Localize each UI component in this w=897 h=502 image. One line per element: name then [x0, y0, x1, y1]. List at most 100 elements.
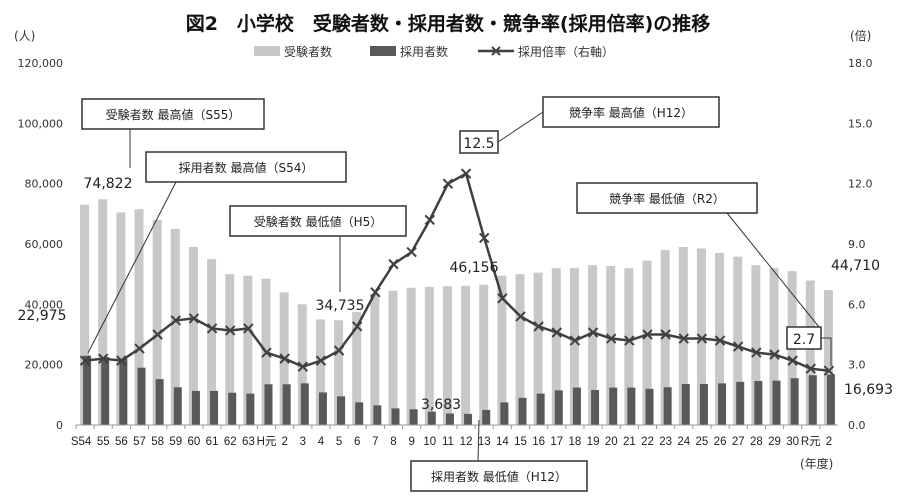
bar-hires [373, 405, 382, 425]
data-label: 44,710 [831, 258, 880, 274]
bar-applicants [515, 274, 525, 425]
rate-point [533, 321, 544, 332]
x-tick-label: 20 [605, 436, 618, 448]
rate-point [751, 347, 762, 358]
bar-hires [772, 380, 781, 425]
rate-point [297, 361, 308, 372]
rate-point [261, 347, 272, 358]
x-tick-label: 62 [224, 436, 237, 448]
rate-point [98, 353, 109, 364]
rate-point [569, 335, 581, 346]
rate-point [678, 333, 689, 344]
x-tick-label: S54 [71, 436, 92, 448]
bar-hires [790, 378, 799, 425]
x-tick-label: 17 [550, 436, 563, 448]
x-tick-label: 19 [587, 436, 600, 448]
x-tick-label: 5 [336, 436, 342, 448]
rate-point [206, 323, 218, 334]
x-tick-label: 10 [423, 436, 436, 448]
rate-point [587, 327, 599, 338]
data-label-min-rate: 2.7 [793, 332, 815, 348]
left-axis-unit: (人) [14, 29, 35, 43]
rate-point [479, 232, 490, 244]
rate-point [497, 293, 508, 304]
x-tick-label: 30 [786, 436, 799, 448]
bar-hires [391, 408, 400, 425]
x-tick-label: 60 [188, 436, 201, 448]
rate-point [442, 178, 454, 189]
bar-applicants [116, 212, 126, 425]
legend: 受験者数 採用者数 採用倍率（右軸） [254, 44, 614, 59]
rate-point [243, 323, 254, 334]
bar-applicants [805, 280, 815, 425]
right-tick-label: 9.0 [848, 238, 866, 251]
bar-applicants [170, 228, 180, 425]
bar-hires [536, 393, 545, 425]
left-tick-label: 120,000 [18, 57, 64, 70]
annotation-text: 受験者数 最低値（H5） [254, 214, 382, 229]
x-tick-label: 58 [151, 436, 164, 448]
bar-applicants [551, 268, 561, 425]
bar-hires [173, 387, 182, 425]
x-tick-label: 55 [97, 436, 110, 448]
bar-applicants [152, 219, 162, 425]
bar-applicants [588, 265, 598, 425]
rate-point [823, 365, 835, 376]
bar-hires [228, 392, 237, 425]
legend-label-rate: 採用倍率（右軸） [518, 44, 614, 59]
annotation-box [410, 460, 588, 492]
bar-hires [264, 384, 273, 425]
x-tick-label: 2 [826, 436, 832, 448]
x-tick-label: 2 [281, 436, 287, 448]
bar-hires [337, 396, 346, 425]
bar-hires [155, 379, 164, 425]
annotation-leader [821, 337, 832, 366]
rate-point [279, 353, 290, 364]
x-tick-label: 6 [354, 436, 360, 448]
rate-point [370, 287, 381, 298]
x-tick-label: 15 [514, 436, 527, 448]
bar-hires [427, 411, 436, 425]
bar-hires [246, 393, 255, 425]
right-tick-label: 3.0 [848, 359, 866, 372]
bar-hires [591, 390, 600, 425]
x-tick-label: 56 [115, 436, 128, 448]
right-tick-label: 18.0 [848, 57, 873, 70]
x-tick-label: H元 [257, 436, 277, 448]
rate-point [515, 311, 526, 322]
bar-applicants [497, 275, 507, 425]
bar-applicants [334, 320, 344, 425]
bar-applicants [442, 286, 452, 425]
rate-point [787, 355, 798, 366]
right-tick-label: 6.0 [848, 298, 866, 311]
rate-point [624, 335, 635, 346]
bar-hires [137, 367, 146, 425]
bar-hires [627, 387, 636, 425]
right-tick-label: 15.0 [848, 117, 873, 130]
x-tick-label: 22 [641, 436, 654, 448]
bar-hires [699, 383, 708, 425]
rate-point [733, 341, 744, 352]
bar-hires [500, 402, 509, 425]
left-tick-label: 40,000 [25, 298, 64, 311]
annotation-text: 採用者数 最高値（S54） [179, 160, 314, 175]
bar-hires [300, 383, 309, 425]
rate-point [424, 214, 435, 226]
x-tick-label: 16 [532, 436, 545, 448]
annotation-box [81, 98, 265, 130]
bar-applicants [569, 268, 579, 425]
bar-applicants [461, 285, 471, 425]
rate-point [315, 355, 327, 366]
rate-point [188, 313, 200, 324]
bar-applicants [315, 319, 325, 425]
x-tick-label: 18 [569, 436, 582, 448]
x-tick-label: 8 [390, 436, 396, 448]
right-axis-unit: (倍) [850, 28, 871, 43]
annotation-leader [726, 212, 820, 328]
bar-applicants [188, 247, 198, 425]
data-label: 34,735 [316, 298, 365, 314]
rate-point [606, 333, 617, 344]
legend-marker-rate [491, 46, 501, 56]
bar-applicants [243, 275, 253, 425]
rate-point [152, 329, 163, 340]
